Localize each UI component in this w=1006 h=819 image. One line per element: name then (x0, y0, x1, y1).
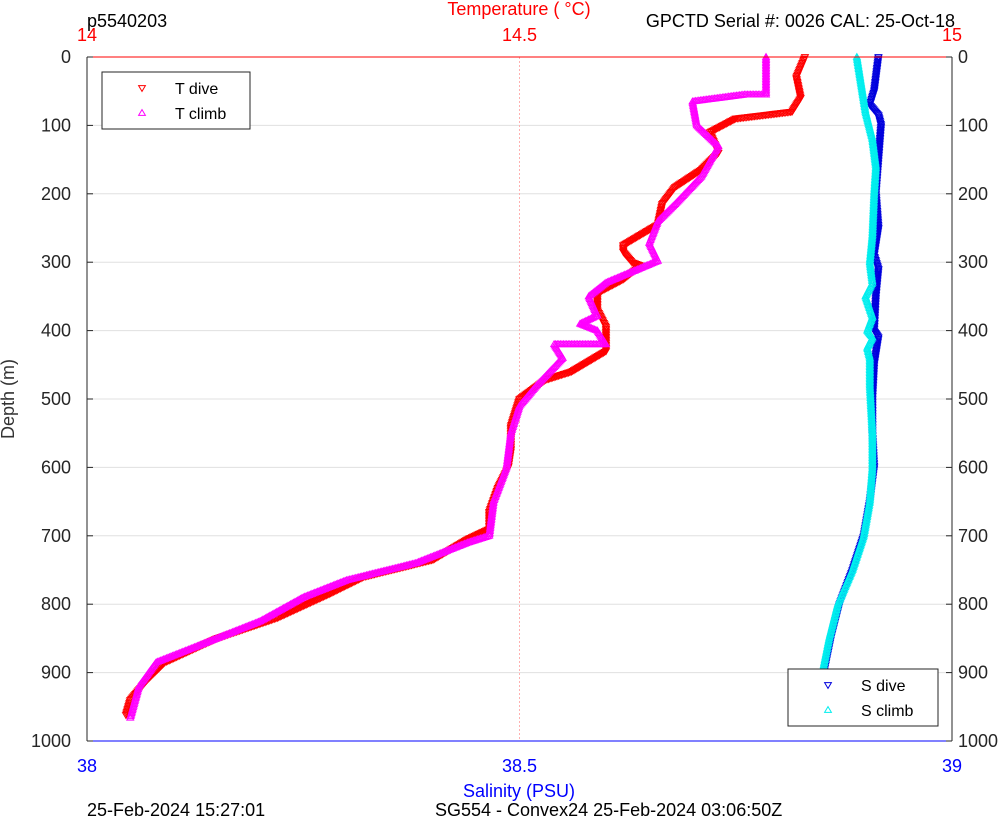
depth-axis-label: Depth (m) (0, 359, 18, 439)
profile-id: p5540203 (87, 11, 167, 31)
legend-marker (137, 85, 147, 93)
data-point (623, 239, 632, 248)
depth-tick-label-right: 900 (958, 663, 988, 683)
temperature-axis-label: Temperature ( °C) (447, 0, 590, 19)
legend-marker (137, 108, 147, 116)
legend-top-left: T dive T climb (101, 71, 251, 130)
legend-bottom-right: S dive S climb (787, 668, 939, 727)
data-point (125, 713, 135, 721)
temperature-tick-label: 14 (77, 25, 97, 45)
depth-tick-label-left: 1000 (31, 731, 71, 751)
depth-tick-label-left: 200 (41, 184, 71, 204)
temperature-tick-label: 15 (942, 25, 962, 45)
depth-tick-label-right: 300 (958, 252, 988, 272)
depth-tick-label-right: 500 (958, 389, 988, 409)
axes: 0 0 100 100 200 200 300 300 400 400 500 500 600 600 70… (31, 25, 998, 776)
depth-tick-label-right: 100 (958, 115, 988, 135)
salinity-tick-label: 39 (942, 756, 962, 776)
legend-marker (823, 705, 833, 713)
depth-tick-label-right: 800 (958, 594, 988, 614)
legend-box (787, 668, 939, 727)
salinity-tick-label: 38 (77, 756, 97, 776)
depth-tick-label-right: 600 (958, 457, 988, 477)
legend-label: S climb (861, 703, 914, 720)
data-point (761, 88, 771, 96)
salinity-axis-label: Salinity (PSU) (463, 781, 575, 801)
depth-tick-label-right: 700 (958, 526, 988, 546)
depth-tick-label-left: 900 (41, 663, 71, 683)
depth-tick-label-left: 800 (41, 594, 71, 614)
depth-tick-label-left: 600 (41, 457, 71, 477)
depth-tick-label-left: 100 (41, 115, 71, 135)
plot-timestamp: 25-Feb-2024 15:27:01 (87, 800, 265, 819)
legend-label: T dive (175, 81, 218, 98)
depth-tick-label-left: 700 (41, 526, 71, 546)
depth-tick-label-left: 0 (61, 47, 71, 67)
depth-tick-label-right: 1000 (958, 731, 998, 751)
data-point (761, 85, 771, 93)
series-layer (121, 52, 886, 723)
data-point (502, 461, 511, 469)
legend-box (101, 71, 251, 130)
legend-marker (823, 682, 833, 690)
depth-tick-label-right: 200 (958, 184, 988, 204)
depth-tick-label-left: 500 (41, 389, 71, 409)
legends: T dive T climb S dive S climb (101, 71, 939, 727)
depth-tick-label-right: 400 (958, 321, 988, 341)
series-s-climb (816, 52, 881, 721)
legend-label: S dive (861, 678, 906, 695)
series-t-climb (125, 52, 771, 721)
serial-info: GPCTD Serial #: 0026 CAL: 25-Oct-18 (646, 11, 955, 31)
depth-tick-label-left: 400 (41, 321, 71, 341)
depth-tick-label-left: 300 (41, 252, 71, 272)
data-point (692, 118, 701, 126)
legend-label: T climb (175, 106, 226, 123)
salinity-tick-label: 38.5 (502, 756, 537, 776)
mission-info: SG554 - Convex24 25-Feb-2024 03:06:50Z (435, 800, 782, 819)
depth-tick-label-right: 0 (958, 47, 968, 67)
temperature-tick-label: 14.5 (502, 25, 537, 45)
